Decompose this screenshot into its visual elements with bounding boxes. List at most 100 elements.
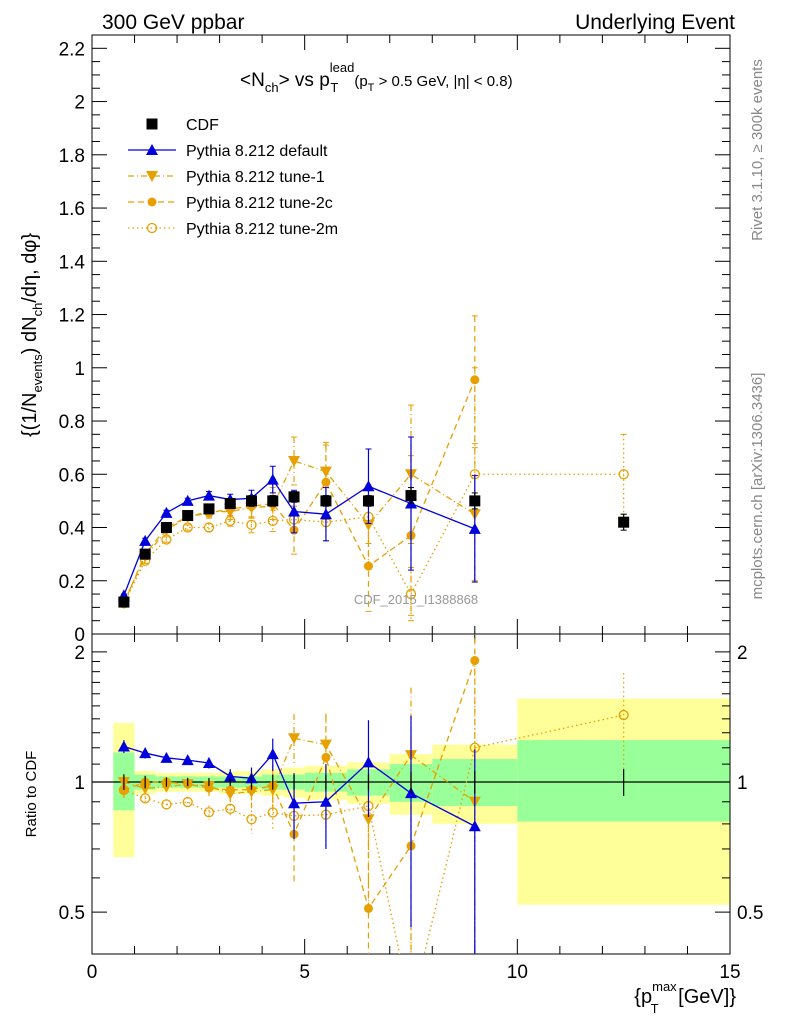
y-tick-label: 0.8 xyxy=(59,412,85,433)
data-point-cdf xyxy=(469,495,481,507)
plot-title: <Nch> vs plead T (pT > 0.5 GeV, |η| < 0.8) xyxy=(240,60,513,95)
data-point-cdf xyxy=(267,495,279,507)
ratio-point-pythia-8-212-tune-2m xyxy=(618,709,629,721)
y-tick-label: 1.6 xyxy=(59,199,85,220)
rivet-label: Rivet 3.1.10, ≥ 300k events xyxy=(749,59,766,241)
data-point-pythia-8-212-tune-1 xyxy=(362,519,375,531)
ratio-point-pythia-8-212-default xyxy=(224,770,237,782)
ratio-point-pythia-8-212-tune-2c xyxy=(363,903,373,913)
ratio-point-pythia-8-212-tune-1 xyxy=(288,733,301,745)
x-tick-label: 15 xyxy=(719,962,740,983)
y-axis-label: {(1/Nevents) dNch/dη, dφ} xyxy=(19,233,45,437)
data-point-cdf xyxy=(618,516,630,528)
ratio-y-tick-label-right: 0.5 xyxy=(737,903,763,924)
ratio-point-pythia-8-212-tune-1 xyxy=(160,781,173,793)
x-tick-label: 10 xyxy=(507,962,528,983)
legend-marker-pythia-8-212-tune-2m xyxy=(146,222,158,234)
data-point-pythia-8-212-tune-2m xyxy=(618,469,629,480)
ratio-point-pythia-8-212-tune-1 xyxy=(224,788,237,800)
data-point-pythia-8-212-default xyxy=(319,508,332,520)
y-tick-label: 0.2 xyxy=(59,572,85,593)
ratio-point-pythia-8-212-tune-2m xyxy=(161,799,172,810)
legend-label-pythia-8-212-default: Pythia 8.212 default xyxy=(186,143,328,160)
y-tick-label: 0.6 xyxy=(59,465,85,486)
ratio-point-pythia-8-212-tune-2m xyxy=(203,807,215,818)
legend-marker-cdf xyxy=(146,118,158,130)
data-point-pythia-8-212-tune-1 xyxy=(288,455,301,467)
ratio-y-tick-label: 0.5 xyxy=(59,903,85,924)
header-left-title: 300 GeV ppbar xyxy=(102,11,244,34)
legend-marker-pythia-8-212-default xyxy=(146,144,158,155)
ratio-y-axis-label: Ratio to CDF xyxy=(23,751,40,838)
y-tick-label: 0 xyxy=(74,625,85,646)
data-point-pythia-8-212-default xyxy=(266,473,279,485)
legend-label-pythia-8-212-tune-2c: Pythia 8.212 tune-2c xyxy=(186,195,333,212)
ratio-point-pythia-8-212-tune-1 xyxy=(245,786,258,798)
mcplots-label: mcplots.cern.ch [arXiv:1306.3436] xyxy=(749,373,766,600)
data-point-pythia-8-212-default xyxy=(160,506,173,518)
legend-label-pythia-8-212-tune-2m: Pythia 8.212 tune-2m xyxy=(186,221,338,238)
ratio-plot-frame xyxy=(91,633,731,955)
data-point-cdf xyxy=(160,522,172,534)
ratio-y-tick-label-right: 2 xyxy=(737,643,748,664)
ratio-point-pythia-8-212-default xyxy=(319,795,332,807)
ratio-point-pythia-8-212-tune-1 xyxy=(362,814,375,826)
data-point-cdf xyxy=(224,498,236,510)
ratio-y-tick-label: 2 xyxy=(74,643,85,664)
legend-label-cdf: CDF xyxy=(186,117,219,134)
data-point-pythia-8-212-default xyxy=(362,480,375,492)
ratio-point-pythia-8-212-default xyxy=(468,820,481,832)
data-point-pythia-8-212-tune-2m xyxy=(267,515,278,527)
ratio-point-pythia-8-212-tune-1 xyxy=(266,784,279,796)
ratio-point-pythia-8-212-tune-2m xyxy=(246,814,257,825)
data-point-pythia-8-212-default xyxy=(139,534,152,546)
data-point-cdf xyxy=(182,510,194,522)
ratio-point-pythia-8-212-default xyxy=(117,740,130,752)
data-point-pythia-8-212-tune-2m xyxy=(203,522,215,533)
ratio-point-pythia-8-212-default xyxy=(181,754,194,766)
data-point-cdf xyxy=(203,503,215,515)
x-tick-label: 0 xyxy=(87,962,98,983)
y-tick-label: 1 xyxy=(74,359,85,380)
series-line-pythia-8-212-tune-2m xyxy=(123,473,624,604)
legend: CDF Pythia 8.212 default Pythia 8.212 tune… xyxy=(128,117,338,238)
watermark: CDF_2015_I1388868 xyxy=(354,592,478,607)
data-point-cdf xyxy=(405,490,417,502)
ratio-point-pythia-8-212-tune-1 xyxy=(139,783,152,795)
y-tick-label: 2.2 xyxy=(59,39,85,60)
data-point-pythia-8-212-tune-2c xyxy=(470,375,480,385)
legend-label-pythia-8-212-tune-1: Pythia 8.212 tune-1 xyxy=(186,169,325,186)
data-point-pythia-8-212-tune-2m xyxy=(182,522,193,533)
data-point-pythia-8-212-tune-2c xyxy=(363,561,373,571)
header-right-title: Underlying Event xyxy=(575,11,735,34)
ratio-point-pythia-8-212-default xyxy=(362,756,375,768)
ratio-point-pythia-8-212-default xyxy=(266,748,279,760)
series-line-pythia-8-212-tune-1 xyxy=(123,460,476,603)
data-point-pythia-8-212-default xyxy=(288,505,301,517)
ratio-y-tick-label: 1 xyxy=(74,773,85,794)
data-point-cdf xyxy=(320,495,332,507)
ratio-point-pythia-8-212-tune-1 xyxy=(202,781,215,793)
data-point-pythia-8-212-default xyxy=(181,494,194,506)
ratio-point-pythia-8-212-tune-2c xyxy=(470,656,480,666)
y-tick-label: 2 xyxy=(74,93,85,114)
data-point-cdf xyxy=(139,548,151,560)
data-point-pythia-8-212-tune-1 xyxy=(224,506,237,518)
data-point-cdf xyxy=(362,495,374,507)
y-tick-label: 0.4 xyxy=(59,519,86,540)
ratio-point-pythia-8-212-default xyxy=(160,751,173,763)
ratio-point-pythia-8-212-tune-2m xyxy=(407,1004,416,1013)
x-axis-label: {pmax T [GeV]} xyxy=(634,979,736,1016)
y-tick-label: 1.2 xyxy=(59,306,85,327)
ratio-point-pythia-8-212-default xyxy=(139,747,152,759)
ratio-point-pythia-8-212-tune-1 xyxy=(319,739,332,751)
data-point-cdf xyxy=(288,491,300,503)
ratio-point-pythia-8-212-default xyxy=(202,757,215,769)
data-point-cdf xyxy=(246,495,257,507)
y-tick-label: 1.4 xyxy=(59,252,86,273)
y-tick-label: 1.8 xyxy=(59,146,85,167)
ratio-point-pythia-8-212-tune-2m xyxy=(182,796,193,808)
ratio-point-pythia-8-212-default xyxy=(288,797,301,809)
legend-marker-pythia-8-212-tune-1 xyxy=(146,171,158,182)
